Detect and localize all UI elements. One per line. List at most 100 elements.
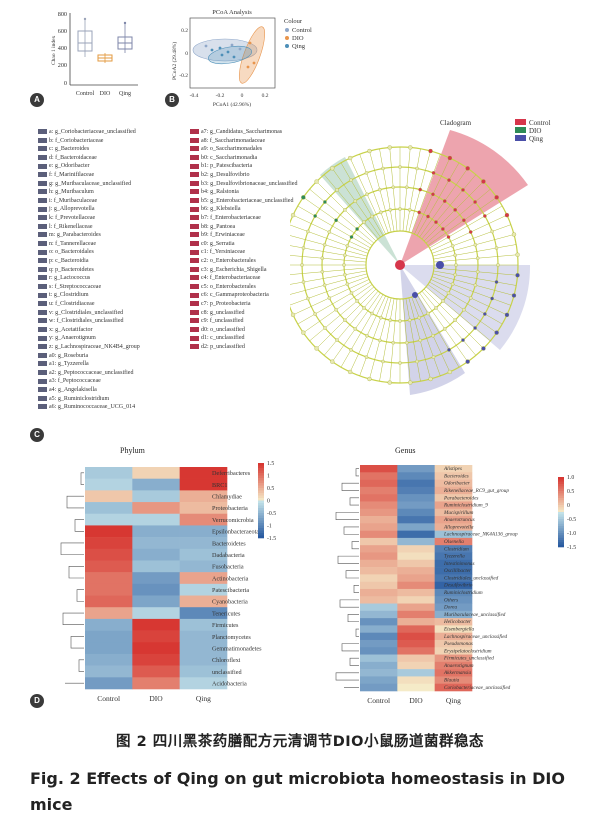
- heatmap-cell: [132, 618, 180, 631]
- panel-a-boxplot: 800 600 400 200 0 Chao 1 index Control D…: [51, 11, 138, 97]
- taxon-label: a3: f_Peptococcaceae: [49, 378, 101, 385]
- taxon-legend-item: b3: g_Desulfovibrionaceae_unclassified: [190, 181, 297, 189]
- taxon-label: l: f_Rikenellaceae: [49, 223, 93, 230]
- heatmap-cell: [360, 632, 398, 641]
- colorbar-segment: [558, 481, 564, 485]
- taxon-swatch: [38, 240, 47, 246]
- heatmap-row-label: Ruminiclostridium_9: [443, 503, 488, 509]
- heatmap-cell: [85, 630, 133, 643]
- taxon-label: c5: o_Enterobacterales: [201, 283, 256, 290]
- heatmap-row-label: Tenericutes: [212, 610, 241, 617]
- colorbar-segment: [558, 521, 564, 524]
- taxon-swatch: [38, 352, 47, 358]
- figure-caption-english: Fig. 2 Effects of Qing on gut microbiota…: [30, 769, 565, 814]
- taxon-label: m: g_Parabacteroides: [49, 232, 101, 239]
- colorbar-segment: [558, 542, 564, 545]
- heatmap-cell: [132, 653, 180, 666]
- taxon-label: h: g_Muribaculum: [49, 189, 94, 196]
- taxon-swatch: [38, 129, 47, 135]
- taxon-legend-item: o: o_Bacteroidales: [38, 249, 94, 257]
- taxon-legend-item: a1: g_Tyzzerella: [38, 361, 89, 369]
- heatmap-cell: [85, 513, 133, 526]
- panel-letter-c: C: [30, 428, 44, 442]
- taxon-swatch: [190, 240, 199, 246]
- taxon-label: a: g_Coriobacteriaceae_unclassified: [49, 129, 136, 135]
- colorbar-segment: [258, 528, 264, 531]
- colorbar-segment: [258, 475, 264, 479]
- taxon-label: c3: g_Escherichia_Shigella: [201, 266, 267, 273]
- heatmap-cell: [85, 665, 133, 678]
- heatmap-cell: [434, 647, 473, 655]
- heatmap-cell: [360, 472, 398, 480]
- legend-title: Colour: [284, 18, 303, 25]
- taxon-legend-item: b4: g_Ralstonia: [190, 189, 239, 197]
- cladogram-legend-item: DIO: [529, 127, 541, 135]
- colorbar-segment: [558, 505, 564, 508]
- taxon-label: k: f_Prevotellaceae: [49, 215, 96, 221]
- heatmap-row-label: Rikenellaceae_RC9_gut_group: [443, 488, 509, 494]
- heatmap-cell: [360, 618, 398, 626]
- taxon-swatch: [190, 309, 199, 315]
- taxon-legend-item: l: f_Rikenellaceae: [38, 224, 92, 232]
- colorbar-segment: [258, 500, 264, 504]
- taxon-label: c1: f_Yersiniaceae: [201, 249, 246, 256]
- taxon-legend-item: c6: c_Gammaproteobacteria: [190, 292, 269, 300]
- heatmap-cell: [434, 596, 473, 604]
- colorbar-segment: [258, 468, 264, 471]
- taxon-legend-item: v: g_Clostridiales_unclassified: [38, 310, 123, 318]
- cladogram-title: Cladogram: [440, 119, 472, 127]
- colorbar-tick: -1.5: [267, 536, 276, 542]
- heatmap-cell: [434, 494, 473, 502]
- heatmap-cell: [360, 683, 398, 692]
- taxon-legend-item: c2: o_Enterobacterales: [190, 258, 256, 266]
- heatmap-cell: [85, 595, 133, 608]
- heatmap-column-label: Qing: [196, 694, 211, 703]
- legend-item: Qing: [292, 43, 306, 50]
- heatmap-cell: [434, 559, 473, 568]
- colorbar-segment: [258, 488, 264, 491]
- taxon-legend-item: g: g_Muribaculaceae_unclassified: [38, 181, 131, 189]
- colorbar-tick: 0.5: [567, 489, 574, 495]
- taxon-label: a6: g_Ruminococcaceae_UCG_014: [49, 404, 136, 411]
- taxon-swatch: [190, 326, 199, 332]
- taxon-swatch: [38, 137, 47, 143]
- taxon-label: s: f_Streptococcaceae: [49, 283, 102, 290]
- colorbar-segment: [258, 513, 264, 516]
- taxon-label: b4: g_Ralstonia: [201, 189, 239, 196]
- taxon-legend-item: k: f_Prevotellaceae: [38, 215, 95, 223]
- taxon-legend-item: a5: g_Ruminiclostridium: [38, 396, 109, 404]
- taxon-swatch: [190, 258, 199, 264]
- taxon-legend-item: a0: g_Roseburia: [38, 353, 88, 361]
- heatmap-column-label: Control: [367, 696, 390, 705]
- panel-a-ylabel: Chao 1 index: [51, 35, 57, 65]
- cladogram-legend-item: Qing: [529, 135, 544, 143]
- heatmap-row-label: Dorea: [443, 605, 457, 611]
- taxon-label: a0: g_Roseburia: [49, 352, 89, 359]
- taxon-legend-item: z: g_Lachnospiraceae_NK4B4_group: [38, 344, 140, 352]
- taxon-legend-item: a4: g_Angelakisella: [38, 387, 97, 395]
- taxon-swatch: [190, 154, 199, 160]
- heatmap-cell: [132, 677, 180, 690]
- heatmap-cell: [85, 642, 133, 655]
- taxon-swatch: [38, 172, 47, 178]
- taxon-label: d: f_Bacteroidaceae: [49, 154, 97, 161]
- taxon-label: b7: f_Enterobacteriaceae: [201, 215, 261, 221]
- colorbar-segment: [258, 465, 264, 469]
- taxon-legend-item: a7: g_Candidatus_Saccharimonas: [190, 129, 282, 137]
- taxon-label: i: f_Muribaculaceae: [49, 197, 98, 204]
- heatmap-row-label: Others: [444, 597, 458, 603]
- colorbar-segment: [558, 507, 564, 510]
- taxon-label: o: o_Bacteroidales: [49, 249, 94, 256]
- heatmap-cell: [85, 525, 133, 538]
- colorbar-segment: [558, 479, 564, 482]
- heatmap-cell: [397, 552, 435, 561]
- taxon-swatch: [190, 266, 199, 272]
- heatmap-cell: [132, 583, 180, 596]
- heatmap-cell: [434, 537, 473, 546]
- colorbar-segment: [558, 484, 564, 487]
- heatmap-column-label: DIO: [409, 696, 423, 705]
- heatmap-cell: [179, 618, 228, 631]
- taxon-legend-item: c7: p_Proteobacteria: [190, 301, 250, 309]
- heatmap-cell: [85, 478, 133, 491]
- colorbar-segment: [558, 500, 564, 503]
